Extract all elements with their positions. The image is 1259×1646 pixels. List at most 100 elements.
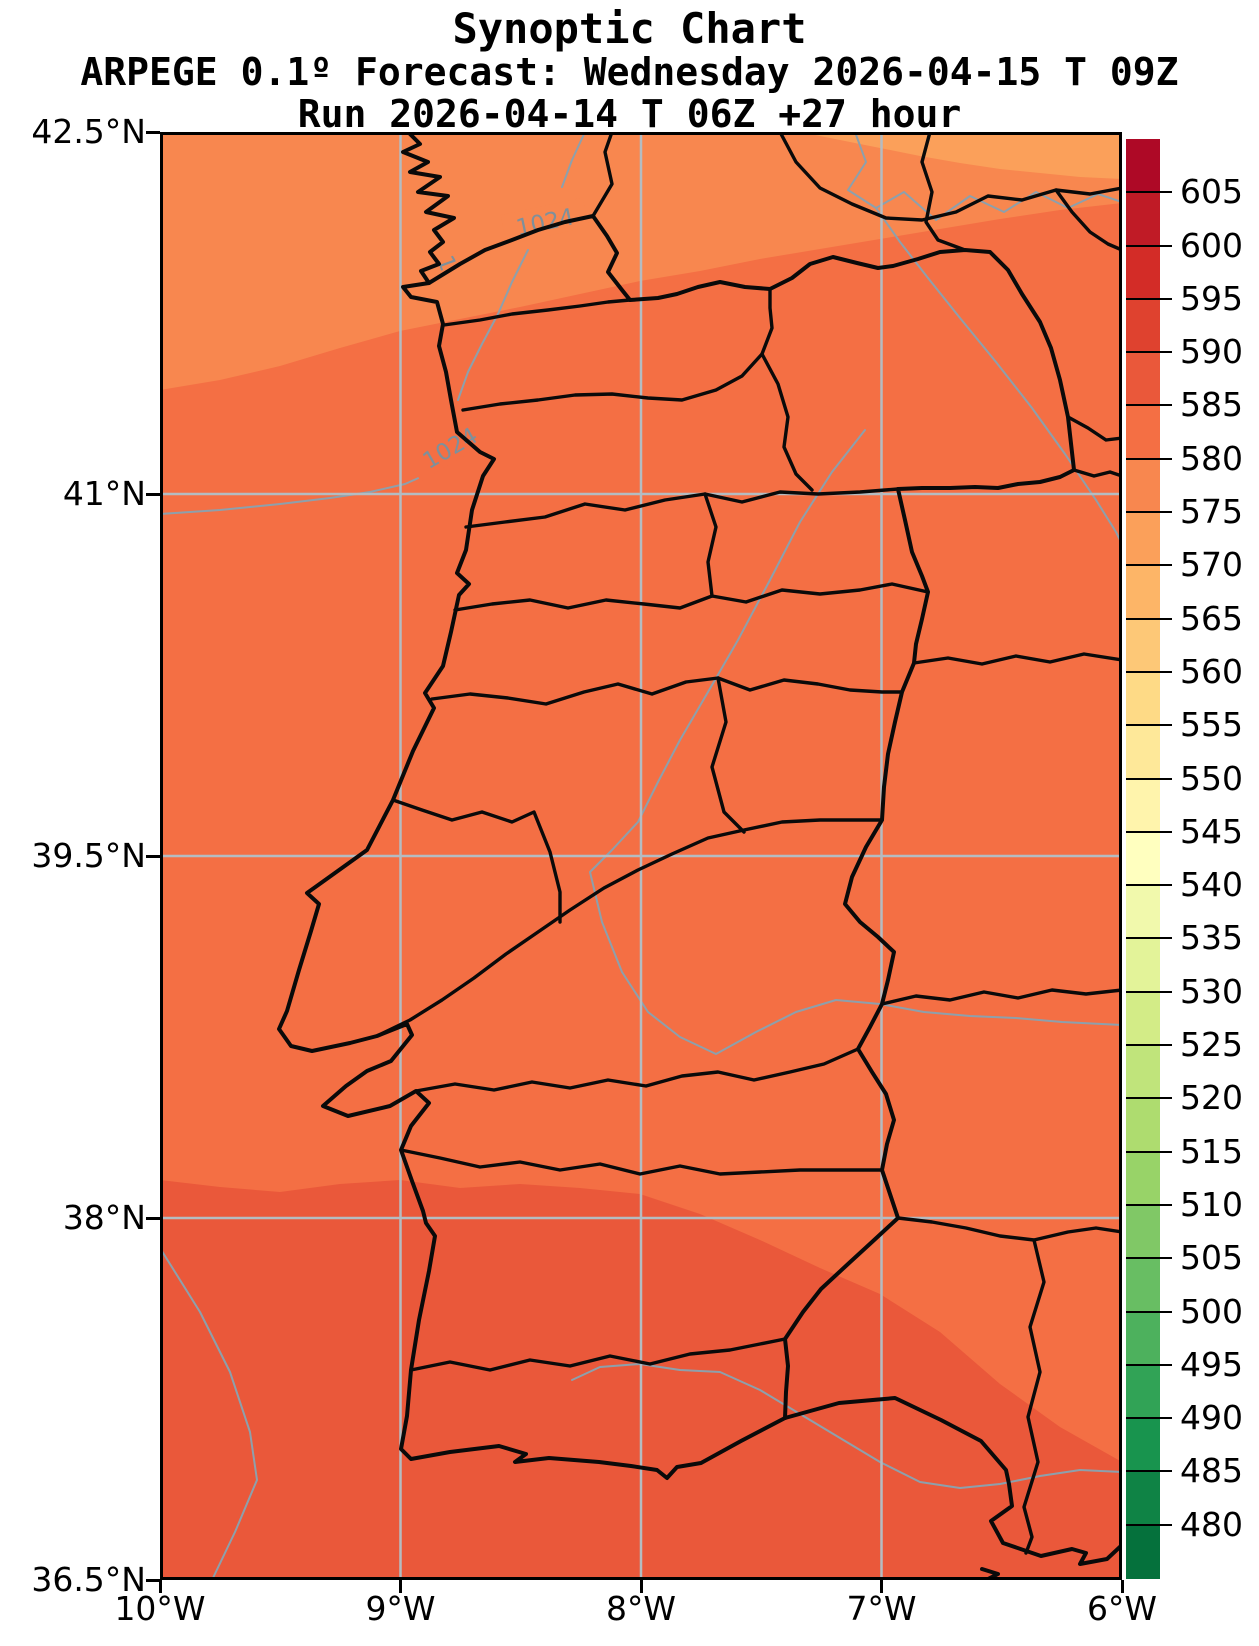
isobar-1024-segment-b: [457, 249, 529, 401]
chart-subtitle-run: Run 2026-04-14 T 06Z +27 hour: [297, 92, 962, 136]
lon-tick-label: 10°W: [114, 1589, 206, 1628]
colorbar-segment: [1126, 725, 1160, 780]
contour-label-mask: [405, 413, 494, 482]
colorbar-tick: [1126, 990, 1172, 993]
colorbar-segment: [1126, 1471, 1160, 1526]
colorbar-segment: [1126, 618, 1160, 673]
colorbar-tick: [1126, 1310, 1172, 1313]
colorbar-tick: [1126, 1417, 1172, 1420]
lon-tick-label: 7°W: [846, 1589, 917, 1628]
lon-tick-label: 8°W: [605, 1589, 677, 1628]
colorbar-tick: [1126, 564, 1172, 567]
colorbar-tick-label: 510: [1180, 1184, 1243, 1224]
colorbar-segment: [1126, 831, 1160, 886]
colorbar-tick-label: 565: [1180, 598, 1243, 638]
lat-tick-label: 38°N: [62, 1198, 146, 1237]
colorbar-tick: [1126, 670, 1172, 673]
isobar-central-meander: [589, 429, 1122, 1055]
lat-axis-tick: [146, 854, 160, 858]
colorbar-tick: [1126, 1523, 1172, 1526]
map-plot-area: 1024 1024 1: [160, 132, 1122, 1580]
colorbar-segment: [1126, 671, 1160, 726]
colorbar-tick-label: 520: [1180, 1078, 1243, 1118]
colorbar-tick: [1126, 1150, 1172, 1153]
colorbar-tick-label: 500: [1180, 1291, 1243, 1331]
isobar-northeast-zigzag: [847, 132, 1122, 221]
isobar-southwest-arc: [160, 1247, 258, 1580]
colorbar-tick-label: 570: [1180, 545, 1243, 585]
colorbar-tick-label: 545: [1180, 811, 1243, 851]
colorbar-segment: [1126, 298, 1160, 353]
colorbar-tick-label: 595: [1180, 278, 1243, 318]
colorbar-tick: [1126, 457, 1172, 460]
colorbar-segment: [1126, 352, 1160, 407]
colorbar-tick: [1126, 351, 1172, 354]
chart-subtitle-forecast: ARPEGE 0.1º Forecast: Wednesday 2026-04-…: [80, 50, 1179, 94]
colorbar-tick: [1126, 1097, 1172, 1100]
colorbar-tick: [1126, 1203, 1172, 1206]
colorbar-segment: [1126, 1418, 1160, 1472]
colorbar-tick: [1126, 191, 1172, 194]
colorbar-tick: [1126, 1044, 1172, 1047]
colorbar-segment: [1126, 991, 1160, 1046]
colorbar-tick-label: 530: [1180, 971, 1243, 1011]
colorbar-tick-label: 555: [1180, 705, 1243, 745]
isobar-1024-segment-c: [160, 471, 433, 515]
colorbar-tick: [1126, 777, 1172, 780]
lon-axis-tick: [399, 1580, 402, 1593]
colorbar-tick: [1126, 244, 1172, 247]
lat-tick-label: 36.5°N: [31, 1560, 146, 1599]
colorbar-tick-label: 585: [1180, 385, 1243, 425]
colorbar-segment: [1126, 512, 1160, 566]
lat-tick-label: 41°N: [62, 474, 146, 513]
colorbar-segment: [1126, 1311, 1160, 1366]
colorbar-tick-label: 605: [1180, 172, 1243, 212]
colorbar-segment: [1126, 1258, 1160, 1313]
colorbar-tick-label: 535: [1180, 918, 1243, 958]
colorbar-tick-label: 490: [1180, 1398, 1243, 1438]
colorbar-tick: [1126, 1470, 1172, 1473]
colorbar-tick: [1126, 724, 1172, 727]
colorbar-tick-label: 495: [1180, 1344, 1243, 1384]
colorbar-segment: [1126, 192, 1160, 247]
colorbar-tick: [1126, 617, 1172, 620]
district-boundaries: [375, 287, 930, 1372]
colorbar-tick-label: 515: [1180, 1131, 1243, 1171]
colorbar-tick: [1126, 884, 1172, 887]
colorbar-tick-label: 505: [1180, 1238, 1243, 1278]
colorbar-segment: [1126, 1098, 1160, 1153]
lat-axis-tick: [146, 130, 160, 134]
colorbar-segment: [1126, 1524, 1160, 1579]
colorbar-tick-label: 525: [1180, 1025, 1243, 1065]
colorbar-tick: [1126, 1257, 1172, 1260]
lon-tick-label: 6°W: [1086, 1589, 1158, 1628]
chart-title: Synoptic Chart: [452, 4, 807, 53]
colorbar-tick-label: 485: [1180, 1451, 1243, 1491]
lon-axis-tick: [1120, 1580, 1124, 1593]
lat-tick-label: 42.5°N: [31, 112, 146, 151]
colorbar-segment: [1126, 938, 1160, 993]
portugal-spain-border: [427, 214, 1076, 1420]
isobar-southeast-wave: [571, 1363, 1122, 1489]
colorbar-segment: [1126, 1204, 1160, 1259]
colorbar-segment: [1126, 1364, 1160, 1419]
lat-axis-tick: [146, 1578, 160, 1582]
colorbar-segment: [1126, 1151, 1160, 1206]
colorbar-tick-label: 540: [1180, 865, 1243, 905]
colorbar-tick-label: 550: [1180, 758, 1243, 798]
isobar-1024-segment-a: [561, 132, 586, 188]
colorbar-tick: [1126, 404, 1172, 407]
plot-frame: [160, 132, 1122, 1580]
colorbar-segment: [1126, 405, 1160, 460]
colorbar-tick-label: 590: [1180, 332, 1243, 372]
colorbar-segment: [1126, 885, 1160, 940]
lon-tick-label: 9°W: [365, 1589, 436, 1628]
colorbar-segment: [1126, 245, 1160, 300]
lon-axis-tick: [880, 1580, 883, 1593]
colorbar-tick: [1126, 937, 1172, 940]
colorbar-tick-label: 560: [1180, 651, 1243, 691]
contour-label-mask: [500, 197, 589, 245]
colorbar-tick-label: 580: [1180, 438, 1243, 478]
colorbar-tick-label: 600: [1180, 225, 1243, 265]
